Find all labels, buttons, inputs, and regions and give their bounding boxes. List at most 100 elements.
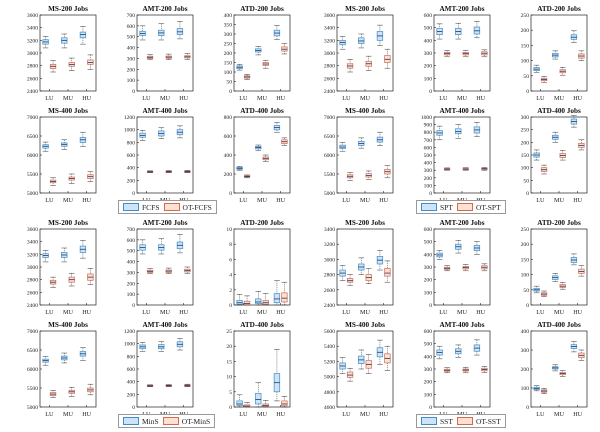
plot-frame xyxy=(336,14,394,92)
x-tick-label: MU xyxy=(63,411,74,418)
y-tick-label: 2800 xyxy=(27,64,38,70)
y-tick-label: 0 xyxy=(429,405,432,411)
legend-fcfs: FCFS OT-FCFS xyxy=(118,200,217,214)
legend-label-b: OT-SPT xyxy=(475,202,501,212)
y-tick-label: 100 xyxy=(424,392,433,398)
y-tick-label: 7000 xyxy=(27,115,38,121)
y-tick-label: 5000 xyxy=(27,405,38,411)
legend-swatch-b xyxy=(163,203,180,211)
y-tick-label: 150 xyxy=(521,153,530,159)
x-tick-label: LU xyxy=(439,95,448,102)
y-tick-label: 300 xyxy=(424,51,433,57)
subplot-title: AMT-200 Jobs xyxy=(142,219,187,227)
legend-label-a: FCFS xyxy=(142,202,160,212)
y-tick-label: 400 xyxy=(127,166,136,172)
y-tick-label: 200 xyxy=(521,140,530,146)
y-tick-label: 6000 xyxy=(27,367,38,373)
x-tick-label: HU xyxy=(476,309,485,316)
y-tick-label: 0 xyxy=(526,89,529,95)
y-tick-label: 3200 xyxy=(27,252,38,258)
y-tick-label: 1000 xyxy=(421,115,432,121)
y-tick-label: 3600 xyxy=(324,13,335,19)
y-tick-label: 6000 xyxy=(324,153,335,159)
y-tick-label: 2800 xyxy=(324,64,335,70)
subplot: MS-200 Jobs 2400 2600 2800 3000 3200 3400 3600 L… xyxy=(27,5,97,102)
y-tick-label: 300 xyxy=(224,32,233,38)
y-tick-label: 500 xyxy=(127,249,136,255)
y-tick-label: 400 xyxy=(127,46,136,52)
y-tick-label: 0 xyxy=(429,89,432,95)
box-body xyxy=(281,400,288,407)
plot-frame xyxy=(336,116,394,194)
y-tick-label: 20 xyxy=(226,344,232,350)
legend-sst: SST OT-SST xyxy=(416,414,506,428)
y-tick-label: 600 xyxy=(127,24,136,30)
y-tick-label: 200 xyxy=(424,278,433,284)
y-tick-label: 100 xyxy=(521,273,530,279)
y-tick-label: 5500 xyxy=(324,172,335,178)
y-tick-label: 400 xyxy=(224,153,233,159)
y-tick-label: 400 xyxy=(127,380,136,386)
y-tick-label: 0 xyxy=(229,89,232,95)
y-tick-label: 600 xyxy=(424,13,433,19)
x-tick-label: HU xyxy=(379,197,388,204)
plot-frame xyxy=(530,228,588,306)
plot-frame xyxy=(233,116,291,194)
x-tick-label: MU xyxy=(554,411,565,418)
y-tick-label: 350 xyxy=(224,23,233,29)
y-tick-label: 200 xyxy=(521,242,530,248)
subplot: ATD-200 Jobs 0 2 4 6 8 10 LU MU HU xyxy=(226,219,291,316)
y-tick-label: 7000 xyxy=(27,329,38,335)
legend-label-b: OT-SST xyxy=(475,416,501,426)
y-tick-label: 500 xyxy=(424,153,433,159)
y-tick-label: 0 xyxy=(132,89,135,95)
y-tick-label: 7000 xyxy=(324,115,335,121)
y-tick-label: 0 xyxy=(229,303,232,309)
subplot: ATD-400 Jobs 0 5 10 15 20 25 LU MU HU xyxy=(226,321,291,418)
subplot-title: MS-200 Jobs xyxy=(48,5,88,13)
subplot-title: MS-200 Jobs xyxy=(48,219,88,227)
x-tick-label: HU xyxy=(82,197,91,204)
x-tick-label: LU xyxy=(342,95,351,102)
plot-frame xyxy=(136,14,194,92)
y-tick-label: 300 xyxy=(424,168,433,174)
subplot: ATD-400 Jobs 0 50 100 150 200 250 300 LU MU HU xyxy=(521,107,588,204)
x-tick-label: HU xyxy=(179,95,188,102)
subplot-title: ATD-400 Jobs xyxy=(537,321,581,329)
plot-frame xyxy=(433,116,491,194)
x-tick-label: MU xyxy=(457,309,468,316)
x-tick-label: HU xyxy=(379,309,388,316)
plot-frame xyxy=(136,116,194,194)
y-tick-label: 200 xyxy=(224,51,233,57)
y-tick-label: 8 xyxy=(229,242,232,248)
x-tick-label: MU xyxy=(63,197,74,204)
x-tick-label: MU xyxy=(160,95,171,102)
x-tick-label: HU xyxy=(276,411,285,418)
y-tick-label: 1200 xyxy=(124,329,135,335)
subplot: MS-400 Jobs 5000 5500 6000 6500 7000 LU MU HU xyxy=(27,321,97,418)
x-tick-label: LU xyxy=(342,309,351,316)
plot-frame xyxy=(39,330,97,408)
x-tick-label: MU xyxy=(63,309,74,316)
subplot-title: ATD-400 Jobs xyxy=(240,321,284,329)
subplot-title: MS-400 Jobs xyxy=(48,321,88,329)
subplot-title: AMT-200 Jobs xyxy=(142,5,187,13)
y-tick-label: 50 xyxy=(226,80,232,86)
subplot: AMT-200 Jobs 0 100 200 300 400 500 600 700 LU MU HU xyxy=(127,219,194,316)
subplot-title: AMT-200 Jobs xyxy=(439,5,484,13)
y-tick-label: 6500 xyxy=(27,348,38,354)
x-tick-label: LU xyxy=(239,411,248,418)
x-tick-label: MU xyxy=(457,95,468,102)
subplot-title: AMT-400 Jobs xyxy=(142,107,187,115)
y-tick-label: 0 xyxy=(429,191,432,197)
y-tick-label: 100 xyxy=(521,386,530,392)
y-tick-label: 150 xyxy=(521,43,530,49)
y-tick-label: 200 xyxy=(127,392,136,398)
y-tick-label: 100 xyxy=(127,78,136,84)
y-tick-label: 10 xyxy=(226,227,232,233)
y-tick-label: 150 xyxy=(224,61,233,67)
y-tick-label: 400 xyxy=(424,38,433,44)
